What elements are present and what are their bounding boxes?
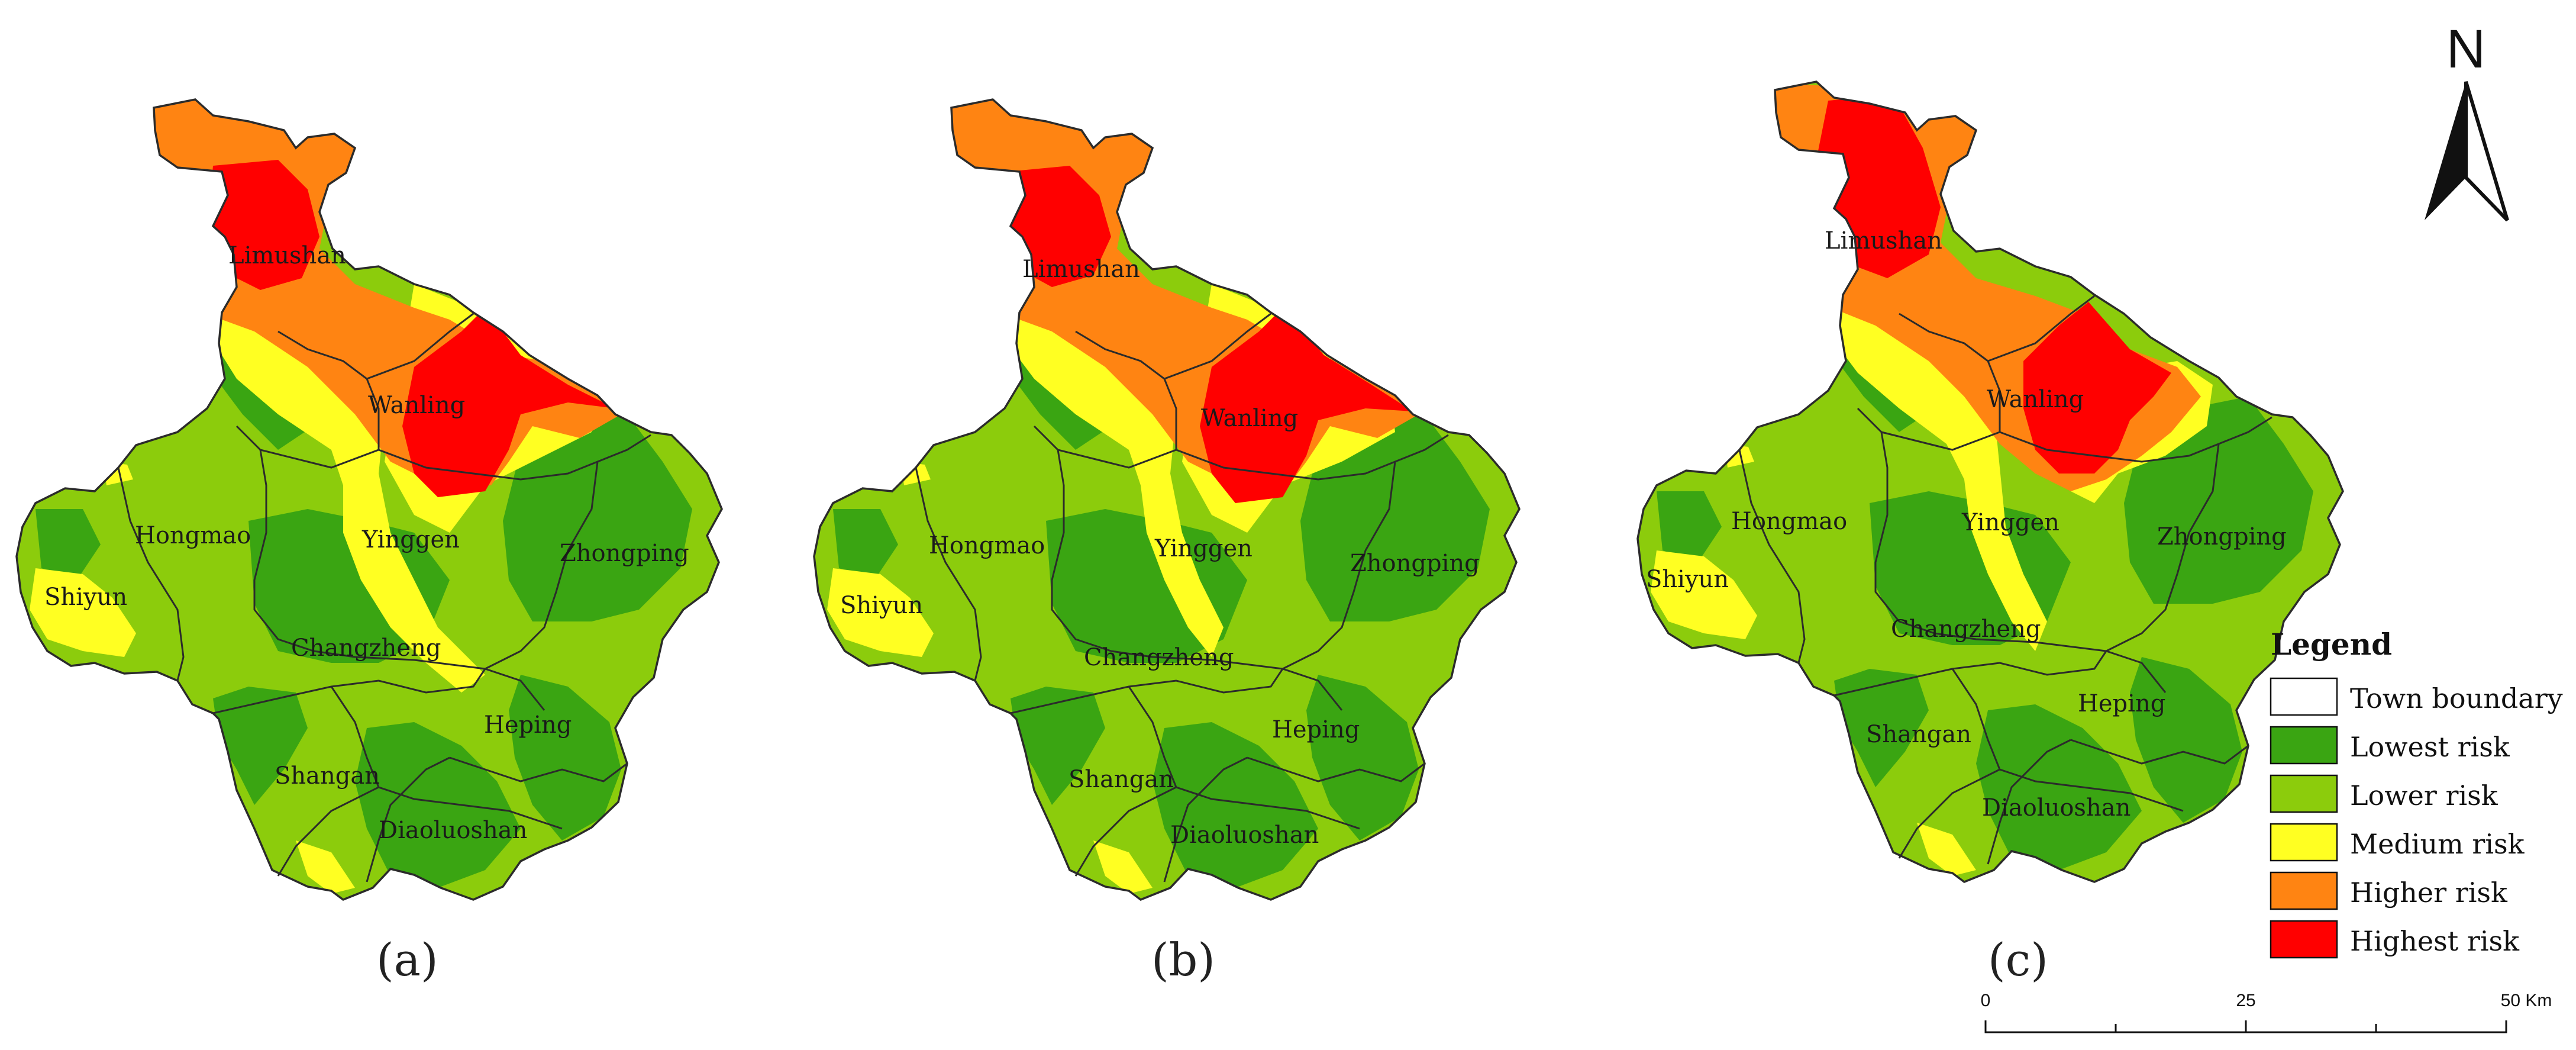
legend-swatch (2270, 871, 2338, 910)
legend-item-lower-risk: Lower risk (2270, 774, 2498, 813)
panel-caption-b: (b) (1151, 933, 1215, 986)
town-label-changzheng: Changzheng (1891, 616, 2041, 643)
north-label: N (2446, 19, 2485, 79)
legend-label: Medium risk (2350, 828, 2525, 860)
scale-bar-line (1984, 1020, 2507, 1033)
town-label-yinggen: Yinggen (1961, 509, 2059, 536)
town-label-shangan: Shangan (1866, 721, 1971, 748)
legend-label: Highest risk (2350, 925, 2520, 957)
town-label-yinggen: Yinggen (1154, 535, 1253, 562)
town-label-heping: Heping (484, 711, 572, 739)
legend-title: Legend (2271, 627, 2392, 662)
legend: Legend Town boundary Lowest risk Lower r… (2270, 627, 2563, 959)
panel-caption-c: (c) (1988, 933, 2048, 986)
legend-item-medium-risk: Medium risk (2270, 823, 2525, 862)
town-label-wanling: Wanling (368, 392, 465, 419)
legend-swatch (2270, 774, 2338, 813)
town-label-shiyun: Shiyun (840, 592, 923, 619)
scale-bar: 0 25 50 Km (1981, 991, 2552, 1033)
north-arrow-icon-outline (2464, 81, 2509, 222)
town-label-diaoluoshan: Diaoluoshan (1982, 794, 2130, 822)
town-label-changzheng: Changzheng (291, 634, 441, 662)
town-label-wanling: Wanling (1987, 386, 2084, 413)
town-label-zhongping: Zhongping (1350, 550, 1480, 577)
legend-label: Town boundary (2350, 682, 2563, 714)
town-label-wanling: Wanling (1201, 405, 1298, 432)
town-label-zhongping: Zhongping (2157, 523, 2287, 550)
legend-swatch (2270, 823, 2338, 862)
legend-swatch (2270, 726, 2338, 765)
north-arrow-icon (2425, 82, 2466, 220)
legend-item-highest-risk: Highest risk (2270, 920, 2520, 959)
town-label-yinggen: Yinggen (361, 526, 460, 553)
town-label-shiyun: Shiyun (44, 584, 127, 611)
town-label-limushan: Limushan (1825, 227, 1942, 255)
town-label-heping: Heping (1272, 716, 1360, 743)
panel-caption-a: (a) (376, 933, 438, 986)
town-label-shangan: Shangan (1069, 766, 1174, 793)
town-label-hongmao: Hongmao (135, 522, 251, 549)
town-label-changzheng: Changzheng (1084, 644, 1234, 671)
town-label-limushan: Limushan (1022, 256, 1140, 283)
town-label-zhongping: Zhongping (560, 540, 689, 567)
town-label-shiyun: Shiyun (1646, 566, 1729, 593)
legend-swatch (2270, 677, 2338, 716)
north-arrow: N (2425, 19, 2509, 222)
map-panel-b: Limushan Wanling Hongmao Yinggen Zhongpi… (813, 98, 1521, 986)
map-panel-c: Limushan Wanling Hongmao Yinggen Zhongpi… (1636, 80, 2344, 986)
town-label-shangan: Shangan (275, 762, 380, 790)
scale-label-0: 0 (1981, 991, 1991, 1010)
town-label-hongmao: Hongmao (1731, 508, 1847, 535)
legend-label: Lowest risk (2350, 731, 2510, 763)
legend-swatch (2270, 920, 2338, 959)
scale-label-50: 50 Km (2501, 991, 2552, 1010)
town-label-diaoluoshan: Diaoluoshan (1170, 822, 1319, 849)
legend-label: Higher risk (2350, 877, 2508, 909)
legend-item-town-boundary: Town boundary (2270, 677, 2563, 716)
scale-label-25: 25 (2236, 991, 2255, 1010)
town-label-hongmao: Hongmao (929, 532, 1045, 559)
legend-label: Lower risk (2350, 780, 2498, 811)
town-label-limushan: Limushan (228, 242, 346, 269)
town-label-heping: Heping (2078, 690, 2165, 717)
town-label-diaoluoshan: Diaoluoshan (379, 817, 527, 844)
map-panel-a: Limushan Wanling Hongmao Yinggen Zhongpi… (15, 98, 723, 986)
legend-item-lowest-risk: Lowest risk (2270, 726, 2510, 765)
legend-item-higher-risk: Higher risk (2270, 871, 2508, 910)
